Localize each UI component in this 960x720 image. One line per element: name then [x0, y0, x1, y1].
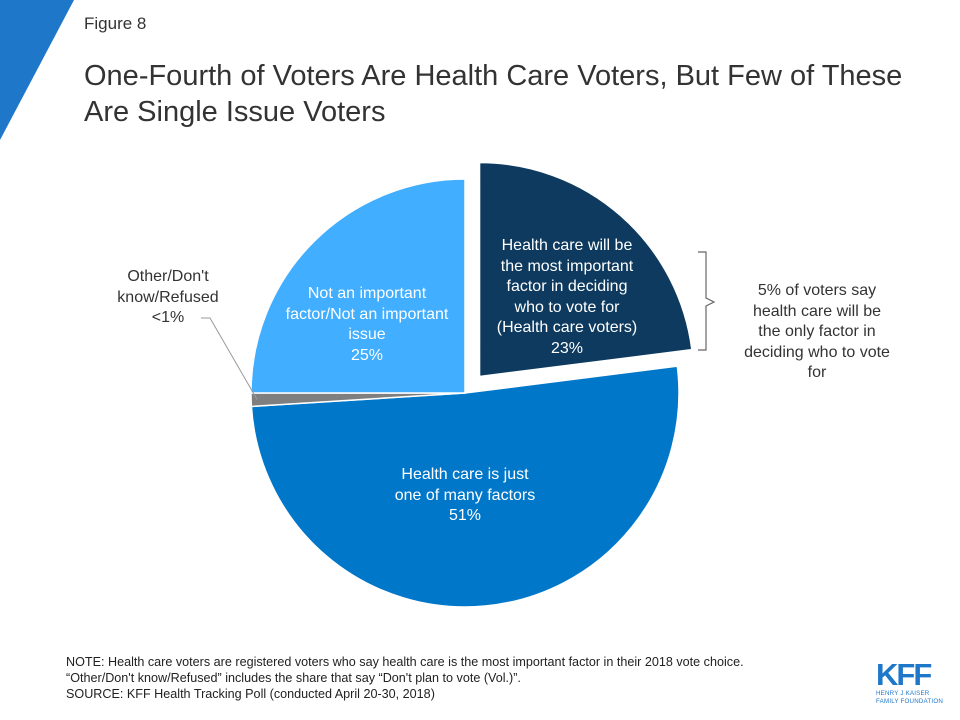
- annotation-text: 5% of voters say health care will be the o…: [722, 281, 912, 384]
- pie-slice: [250, 365, 680, 608]
- source-line: SOURCE: KFF Health Tracking Poll (conduc…: [66, 687, 435, 701]
- slice-label-line: the most important: [500, 257, 634, 275]
- annotation-line: deciding who to vote: [744, 343, 890, 361]
- annotation-line: health care will be: [752, 302, 882, 320]
- logo-subtitle-line: HENRY J KAISER: [876, 690, 930, 697]
- logo-subtitle-line: FAMILY FOUNDATION: [876, 697, 943, 705]
- corner-accent-shape: [0, 0, 74, 140]
- leader-line: [201, 317, 258, 400]
- chart-title: One-Fourth of Voters Are Health Care Vot…: [84, 60, 903, 128]
- note-line: NOTE: Health care voters are registered …: [66, 655, 744, 669]
- annotation-bracket: [698, 251, 716, 351]
- logo-mark: KFF: [876, 657, 932, 692]
- slice-label-line: issue: [348, 326, 386, 343]
- note-line: “Other/Don't know/Refused” includes the …: [66, 671, 521, 685]
- slice-label-line: factor/Not an important: [285, 305, 449, 323]
- slice-label-line: Health care is just: [401, 466, 529, 483]
- slice-label-line: 25%: [350, 346, 384, 364]
- annotation-line: for: [807, 364, 827, 381]
- pie-chart: [201, 161, 716, 608]
- kff-logo: KFF HENRY J KAISER FAMILY FOUNDATION: [876, 657, 943, 705]
- slice-label: Health care will be the most important fac…: [472, 236, 662, 359]
- slice-label-line: <1%: [151, 309, 185, 326]
- slice-label-line: Not an important: [307, 285, 427, 302]
- slice-label-line: Other/Don't: [127, 268, 209, 285]
- slice-label-line: know/Refused: [117, 288, 219, 306]
- annotation-line: the only factor in: [758, 323, 876, 340]
- pie-slice: [250, 178, 466, 394]
- slice-label-line: (Health care voters): [496, 319, 638, 336]
- slice-label: Not an important factor/Not an important i…: [262, 284, 472, 366]
- slice-label-line: 23%: [550, 339, 584, 357]
- logo-subtitle: HENRY J KAISER FAMILY FOUNDATION: [876, 690, 943, 705]
- annotation-line: 5% of voters say: [757, 282, 877, 299]
- footnote: NOTE: Health care voters are registered …: [66, 654, 866, 702]
- pie-slice: [478, 161, 693, 378]
- slice-label-line: 51%: [448, 507, 482, 524]
- slice-label-line: Health care will be: [501, 237, 633, 254]
- slice-label: Other/Don't know/Refused <1%: [92, 267, 244, 329]
- slice-label-line: one of many factors: [394, 486, 536, 504]
- slice-label-line: who to vote for: [514, 298, 620, 316]
- slice-label: Health care is just one of many factors 51…: [352, 465, 578, 527]
- figure-label: Figure 8: [84, 14, 147, 33]
- slice-label-line: factor in deciding: [506, 278, 628, 295]
